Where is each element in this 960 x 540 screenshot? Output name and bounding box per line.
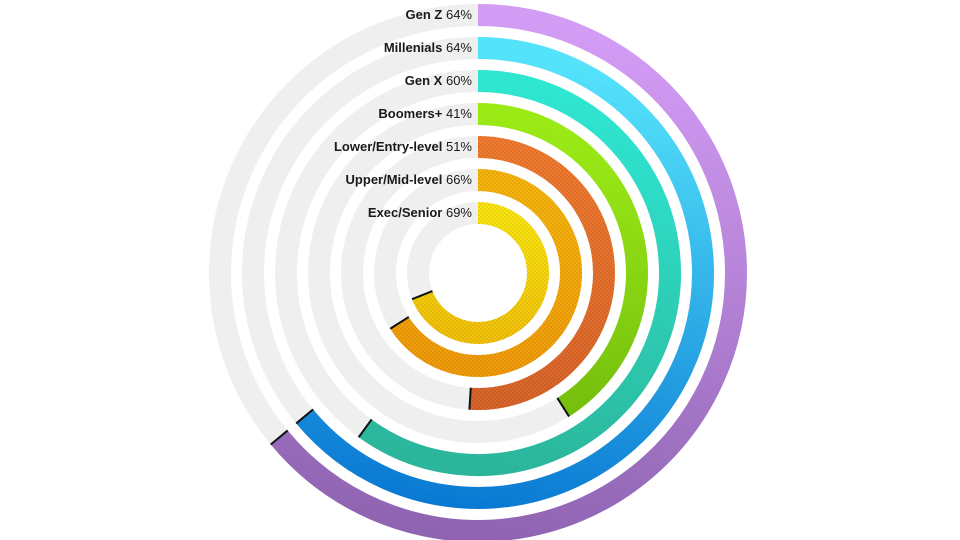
- label-value: 41%: [445, 106, 472, 121]
- label-gen-z: Gen Z 64%: [406, 7, 473, 23]
- arc-end-marker: [411, 290, 433, 301]
- arc-end-marker: [295, 408, 314, 425]
- arc-end-marker: [556, 397, 570, 418]
- label-gen-x: Gen X 60%: [405, 73, 472, 89]
- label-value: 64%: [445, 7, 472, 22]
- ring-arc-millenials: [296, 37, 714, 509]
- label-exec-senior: Exec/Senior 69%: [368, 205, 472, 221]
- arc-end-marker: [389, 316, 410, 330]
- label-boomers: Boomers+ 41%: [378, 106, 472, 122]
- label-name: Lower/Entry-level: [333, 139, 443, 154]
- label-value: 51%: [445, 139, 472, 154]
- label-value: 69%: [445, 205, 472, 220]
- label-upper-mid-level: Upper/Mid-level 66%: [346, 172, 472, 188]
- ring-arc-gen-x: [358, 70, 681, 476]
- label-value: 66%: [445, 172, 472, 187]
- ring-arc-boomers-: [477, 103, 648, 417]
- label-value: 60%: [445, 73, 472, 88]
- label-name: Gen Z: [405, 7, 443, 22]
- ring-arc-texture: [390, 169, 582, 377]
- label-name: Gen X: [404, 73, 443, 88]
- label-lower-entry-level: Lower/Entry-level 51%: [334, 139, 472, 155]
- ring-arc-texture: [411, 202, 549, 344]
- ring-arcs: [270, 4, 747, 540]
- arc-end-marker: [468, 387, 472, 410]
- ring-arc-gen-z: [270, 4, 747, 540]
- label-name: Exec/Senior: [367, 205, 443, 220]
- arc-end-marker: [270, 429, 289, 446]
- label-name: Boomers+: [378, 106, 443, 121]
- label-value: 64%: [445, 40, 472, 55]
- label-millenials: Millenials 64%: [384, 40, 472, 56]
- label-name: Millenials: [383, 40, 443, 55]
- arc-end-marker: [357, 418, 373, 438]
- label-name: Upper/Mid-level: [345, 172, 443, 187]
- ring-arc-texture: [469, 136, 615, 410]
